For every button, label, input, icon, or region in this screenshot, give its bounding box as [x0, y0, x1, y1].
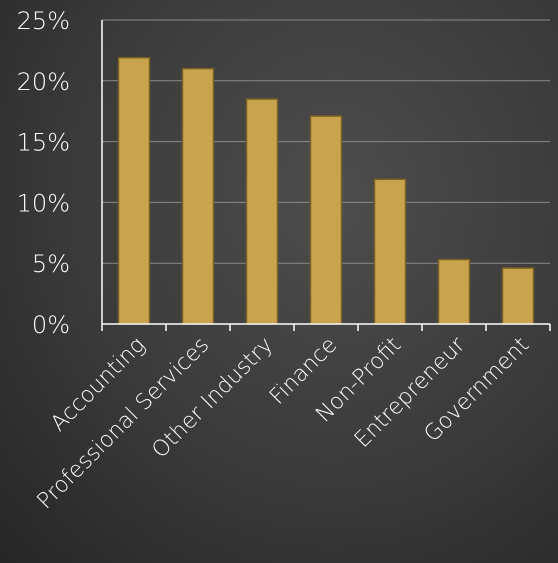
bar-accounting	[117, 56, 151, 325]
bar-finance	[309, 115, 343, 325]
axes	[101, 20, 551, 331]
y-tick-label: 20%	[17, 68, 70, 96]
bar-other-industry	[245, 98, 279, 325]
x-tick-label: Other Industry	[147, 333, 278, 464]
x-tick-label: Entrepreneur	[350, 332, 471, 453]
bar-non-profit	[373, 178, 407, 325]
bar-entrepreneur	[437, 258, 471, 325]
y-tick-label: 5%	[32, 250, 70, 278]
y-tick-label: 0%	[32, 311, 70, 339]
y-tick-label: 15%	[17, 129, 70, 157]
bars	[117, 56, 535, 325]
y-axis-tick-labels: 0% 5% 10% 15% 20% 25%	[17, 7, 70, 339]
bar-professional-services	[181, 67, 215, 325]
y-tick-label: 25%	[17, 7, 70, 35]
y-tick-label: 10%	[17, 189, 70, 217]
bar-government	[501, 267, 535, 325]
